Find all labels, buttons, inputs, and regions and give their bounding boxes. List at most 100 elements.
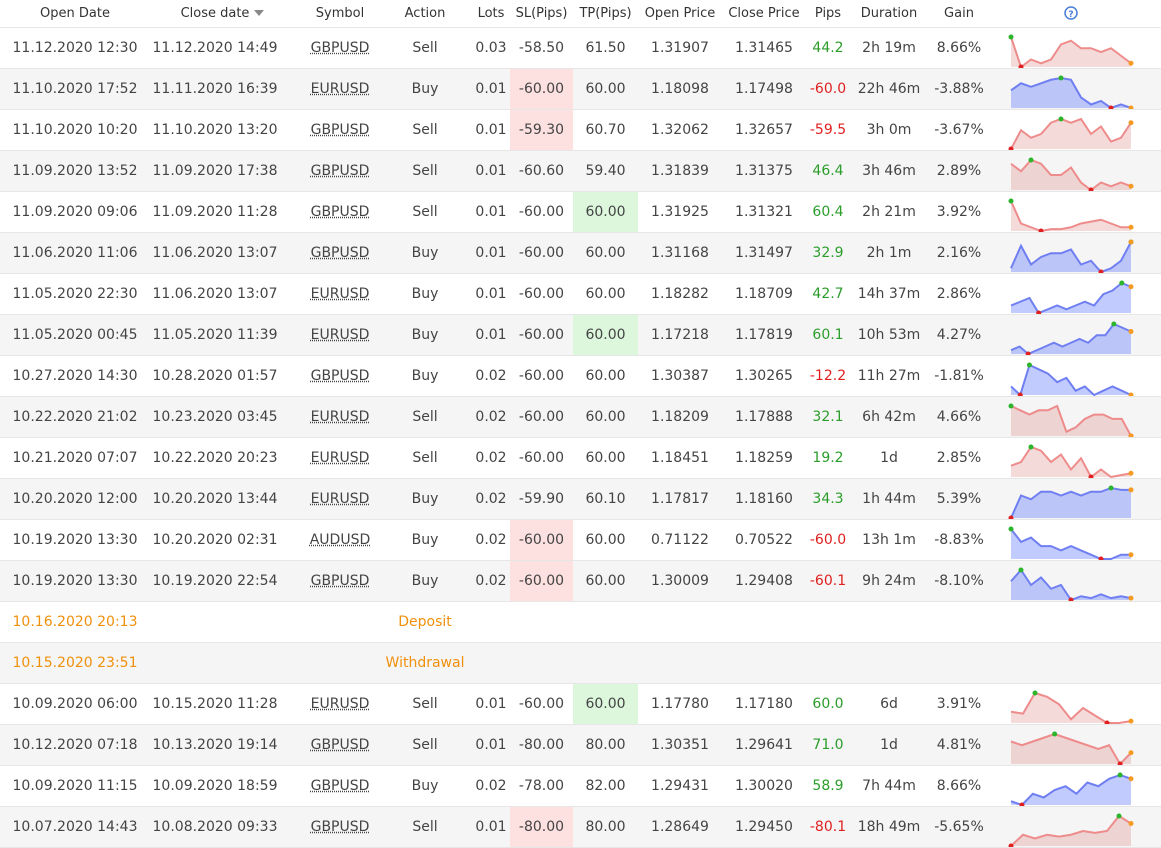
column-header[interactable]: Lots xyxy=(477,6,505,21)
lots: 0.01 xyxy=(475,819,507,835)
sl-pips: -60.00 xyxy=(518,450,565,466)
column-header[interactable]: Open Price xyxy=(644,6,716,21)
symbol[interactable]: GBPUSD xyxy=(310,163,370,179)
sparkline-marker xyxy=(1128,183,1134,189)
open-date: 11.06.2020 11:06 xyxy=(12,245,138,261)
column-header[interactable]: Duration xyxy=(860,6,918,21)
duration: 13h 1m xyxy=(862,532,916,548)
sparkline-marker xyxy=(1098,269,1104,273)
symbol[interactable]: AUDUSD xyxy=(309,532,371,548)
sparkline-area xyxy=(1011,324,1131,354)
sparkline-marker xyxy=(1052,731,1058,737)
sparkline-line xyxy=(1010,281,1132,314)
column-header[interactable]: Close Price xyxy=(728,6,800,21)
lots: 0.01 xyxy=(475,737,507,753)
sparkline-area xyxy=(1011,283,1131,313)
symbol[interactable]: GBPUSD xyxy=(310,40,370,56)
sparkline xyxy=(1010,444,1134,478)
sparkline-marker xyxy=(1088,187,1094,191)
pips: 46.4 xyxy=(812,163,844,179)
pips: 60.0 xyxy=(812,696,844,712)
symbol[interactable]: EURUSD xyxy=(310,696,370,712)
tp-pips: 60.10 xyxy=(585,491,626,507)
sparkline xyxy=(1010,362,1134,396)
duration: 11h 27m xyxy=(857,368,921,384)
table-row: 10.16.2020 20:13 Deposit xyxy=(0,602,1161,643)
action: Sell xyxy=(412,40,438,56)
open-price: 1.31839 xyxy=(651,163,709,179)
symbol[interactable]: GBPUSD xyxy=(310,204,370,220)
symbol[interactable]: GBPUSD xyxy=(310,778,370,794)
symbol[interactable]: EURUSD xyxy=(310,81,370,97)
gain: 3.91% xyxy=(936,696,982,712)
column-header[interactable]: Symbol xyxy=(315,6,365,21)
tp-pips: 80.00 xyxy=(585,737,626,753)
pips: -12.2 xyxy=(809,368,847,384)
column-header[interactable]: Pips xyxy=(814,6,842,21)
column-header[interactable]: Close date xyxy=(180,6,250,21)
help-icon[interactable]: ? xyxy=(1064,6,1078,20)
column-header[interactable]: Open Date xyxy=(40,6,110,21)
gain: -3.88% xyxy=(934,81,984,97)
sparkline-marker xyxy=(1128,718,1134,724)
gain: 4.81% xyxy=(936,737,982,753)
sparkline-marker xyxy=(1058,75,1064,81)
sparkline-line xyxy=(1010,117,1132,150)
sl-pips: -60.60 xyxy=(518,163,565,179)
symbol[interactable]: EURUSD xyxy=(310,450,370,466)
lots: 0.02 xyxy=(475,532,507,548)
sl-pips: -60.00 xyxy=(518,245,565,261)
open-price: 1.28649 xyxy=(651,819,709,835)
sparkline-marker xyxy=(1128,433,1134,437)
sparkline-marker xyxy=(1128,392,1134,396)
symbol[interactable]: EURUSD xyxy=(310,286,370,302)
close-date: 10.23.2020 03:45 xyxy=(152,409,278,425)
symbol[interactable]: EURUSD xyxy=(310,327,370,343)
close-price: 1.31465 xyxy=(735,40,793,56)
sparkline-line xyxy=(1010,528,1131,560)
tp-pips: 60.00 xyxy=(585,573,626,589)
duration: 18h 49m xyxy=(857,819,921,835)
tp-pips: 60.00 xyxy=(585,450,626,466)
table-row: 11.10.2020 17:52 11.11.2020 16:39 EURUSD Bu… xyxy=(0,69,1161,110)
column-header[interactable]: SL(Pips) xyxy=(515,6,568,21)
table-row: 10.09.2020 11:15 10.09.2020 18:59 GBPUSD Bu… xyxy=(0,766,1161,807)
sparkline-marker xyxy=(1008,198,1014,204)
lots: 0.02 xyxy=(475,368,507,384)
symbol[interactable]: GBPUSD xyxy=(310,573,370,589)
lots: 0.03 xyxy=(475,40,507,56)
symbol[interactable]: GBPUSD xyxy=(310,819,370,835)
symbol[interactable]: GBPUSD xyxy=(310,737,370,753)
column-header[interactable]: TP(Pips) xyxy=(579,6,632,21)
symbol[interactable]: GBPUSD xyxy=(310,368,370,384)
duration: 6h 42m xyxy=(862,409,916,425)
table-row: 11.05.2020 22:30 11.06.2020 13:07 EURUSD Bu… xyxy=(0,274,1161,315)
pips: 60.4 xyxy=(812,204,844,220)
table-row: 10.27.2020 14:30 10.28.2020 01:57 GBPUSD Bu… xyxy=(0,356,1161,397)
open-date: 10.27.2020 14:30 xyxy=(12,368,138,384)
sl-pips: -60.00 xyxy=(518,409,565,425)
close-date: 10.28.2020 01:57 xyxy=(152,368,278,384)
table-row: 10.21.2020 07:07 10.22.2020 20:23 EURUSD Se… xyxy=(0,438,1161,479)
sl-pips: -60.00 xyxy=(518,327,565,343)
tp-pips: 60.70 xyxy=(585,122,626,138)
sparkline-marker xyxy=(1038,228,1044,232)
open-price: 1.18098 xyxy=(651,81,709,97)
symbol[interactable]: GBPUSD xyxy=(310,245,370,261)
pips: 71.0 xyxy=(812,737,844,753)
open-price: 1.31925 xyxy=(651,204,709,220)
symbol[interactable]: EURUSD xyxy=(310,491,370,507)
symbol[interactable]: EURUSD xyxy=(310,409,370,425)
column-header[interactable]: Gain xyxy=(944,6,974,21)
table-row: 10.20.2020 12:00 10.20.2020 13:44 EURUSD Bu… xyxy=(0,479,1161,520)
close-date: 11.11.2020 16:39 xyxy=(152,81,278,97)
symbol[interactable]: GBPUSD xyxy=(310,122,370,138)
sparkline xyxy=(1010,321,1134,355)
sparkline-marker xyxy=(1108,485,1114,491)
tp-pips: 60.00 xyxy=(573,684,638,724)
sparkline-line xyxy=(1010,691,1132,724)
sort-arrow[interactable] xyxy=(254,10,264,17)
column-header[interactable]: Action xyxy=(404,6,446,21)
gain: 2.89% xyxy=(936,163,982,179)
open-price: 1.30009 xyxy=(651,573,709,589)
